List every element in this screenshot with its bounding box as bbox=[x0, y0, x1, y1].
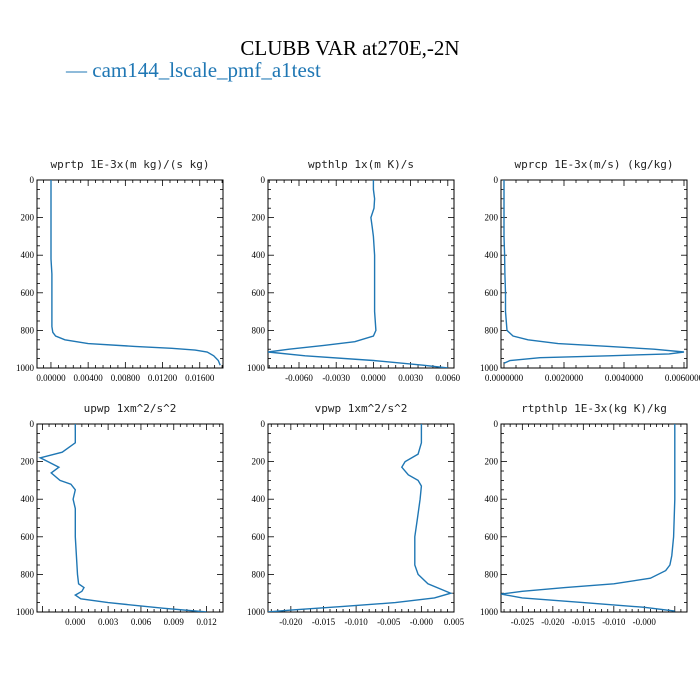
panel-6: rtpthlp 1E-3x(kg K)/kg 0 200 400 600 800 1000 -… bbox=[480, 402, 688, 627]
y-tick-label: 200 bbox=[485, 457, 499, 467]
x-tick-label: -0.0030 bbox=[322, 373, 350, 383]
x-tick-label: -0.020 bbox=[541, 617, 565, 627]
plot-frame bbox=[500, 423, 688, 613]
x-tick-label: 0.000 bbox=[65, 617, 86, 627]
y-tick-label: 200 bbox=[252, 457, 266, 467]
x-tick-label: 0.003 bbox=[98, 617, 119, 627]
y-tick-label: 800 bbox=[485, 325, 499, 335]
x-tick-label: -0.005 bbox=[377, 617, 401, 627]
x-tick-label: -0.025 bbox=[511, 617, 535, 627]
y-tick-label: 800 bbox=[485, 569, 499, 579]
y-tick-label: 600 bbox=[485, 532, 499, 542]
x-tick-label: 0.01600 bbox=[185, 373, 215, 383]
y-tick-label: 0 bbox=[494, 175, 499, 185]
y-tick-label: 400 bbox=[252, 250, 266, 260]
series-line-1 bbox=[501, 424, 676, 612]
x-tick-label: 0.0000 bbox=[361, 373, 386, 383]
y-tick-label: 400 bbox=[485, 250, 499, 260]
x-tick-label: -0.015 bbox=[572, 617, 596, 627]
plot-frame bbox=[267, 423, 455, 613]
y-tick-label: 1000 bbox=[247, 363, 266, 373]
x-tick-label: 0.005 bbox=[444, 617, 465, 627]
y-tick-label: 1000 bbox=[16, 363, 35, 373]
panel-2: wpthlp 1x(m K)/s 0 200 400 600 800 1000 -0.0060… bbox=[247, 158, 461, 383]
y-tick-label: 600 bbox=[21, 288, 35, 298]
x-tick-label: 0.0060 bbox=[435, 373, 460, 383]
x-tick-label: 0.0020000 bbox=[545, 373, 584, 383]
y-tick-label: 1000 bbox=[247, 607, 266, 617]
x-tick-label: 0.012 bbox=[196, 617, 216, 627]
x-tick-label: 0.00400 bbox=[74, 373, 104, 383]
series-line-1 bbox=[38, 424, 207, 612]
x-tick-label: 0.009 bbox=[164, 617, 185, 627]
x-tick-label: 0.0030 bbox=[398, 373, 423, 383]
y-tick-label: 0 bbox=[494, 419, 499, 429]
series-line-1 bbox=[50, 180, 221, 366]
y-tick-label: 800 bbox=[21, 569, 35, 579]
x-tick-label: 0.01200 bbox=[148, 373, 178, 383]
x-tick-label: -0.015 bbox=[312, 617, 336, 627]
x-tick-label: -0.0060 bbox=[285, 373, 313, 383]
y-tick-label: 400 bbox=[252, 494, 266, 504]
y-tick-label: 600 bbox=[252, 532, 266, 542]
x-tick-label: 0.0060000 bbox=[665, 373, 700, 383]
x-tick-label: 0.00800 bbox=[111, 373, 141, 383]
series-line-1 bbox=[268, 180, 448, 368]
y-tick-label: 600 bbox=[252, 288, 266, 298]
x-tick-label: -0.010 bbox=[602, 617, 626, 627]
panel-3: wprcp 1E-3x(m/s) (kg/kg) 0 200 400 600 800 100… bbox=[480, 158, 700, 383]
x-tick-label: 0.006 bbox=[131, 617, 152, 627]
y-tick-label: 600 bbox=[21, 532, 35, 542]
x-tick-label: 0.0040000 bbox=[605, 373, 644, 383]
x-tick-label: -0.020 bbox=[279, 617, 303, 627]
y-tick-label: 0 bbox=[30, 419, 35, 429]
series-line-1 bbox=[503, 180, 685, 364]
panel-1: wprtp 1E-3x(m kg)/(s kg) 0 200 400 600 800 100… bbox=[16, 158, 224, 383]
panel-title: upwp 1xm^2/s^2 bbox=[84, 402, 177, 415]
panel-title: wpthlp 1x(m K)/s bbox=[308, 158, 414, 171]
panel-4: upwp 1xm^2/s^2 0 200 400 600 800 1000 0.000 0.00… bbox=[16, 402, 224, 627]
y-tick-label: 0 bbox=[261, 175, 266, 185]
series-line-1 bbox=[268, 424, 453, 612]
y-tick-label: 400 bbox=[21, 250, 35, 260]
y-tick-label: 1000 bbox=[480, 607, 499, 617]
x-tick-label: 0.0000000 bbox=[485, 373, 524, 383]
x-tick-label: -0.010 bbox=[344, 617, 368, 627]
y-tick-label: 0 bbox=[30, 175, 35, 185]
y-tick-label: 0 bbox=[261, 419, 266, 429]
y-tick-label: 200 bbox=[21, 213, 35, 223]
x-tick-label: 0.00000 bbox=[36, 373, 66, 383]
y-tick-label: 800 bbox=[252, 325, 266, 335]
panel-5: vpwp 1xm^2/s^2 0 200 400 600 800 1000 -0.020 -0.… bbox=[247, 402, 465, 627]
y-tick-label: 1000 bbox=[480, 363, 499, 373]
y-tick-label: 400 bbox=[21, 494, 35, 504]
panel-title: wprtp 1E-3x(m kg)/(s kg) bbox=[51, 158, 210, 171]
y-tick-label: 400 bbox=[485, 494, 499, 504]
panel-title: vpwp 1xm^2/s^2 bbox=[315, 402, 408, 415]
panel-title: wprcp 1E-3x(m/s) (kg/kg) bbox=[515, 158, 674, 171]
y-tick-label: 800 bbox=[252, 569, 266, 579]
legend-entry: — cam144_lscale_pmf_a1test bbox=[66, 58, 321, 82]
figure-title: CLUBB VAR at270E,-2N bbox=[240, 36, 460, 60]
y-tick-label: 1000 bbox=[16, 607, 35, 617]
y-tick-label: 200 bbox=[252, 213, 266, 223]
y-tick-label: 800 bbox=[21, 325, 35, 335]
panel-title: rtpthlp 1E-3x(kg K)/kg bbox=[521, 402, 667, 415]
y-tick-label: 200 bbox=[21, 457, 35, 467]
plot-frame bbox=[36, 423, 224, 613]
y-tick-label: 200 bbox=[485, 213, 499, 223]
x-tick-label: -0.000 bbox=[410, 617, 434, 627]
x-tick-label: -0.000 bbox=[633, 617, 657, 627]
y-tick-label: 600 bbox=[485, 288, 499, 298]
